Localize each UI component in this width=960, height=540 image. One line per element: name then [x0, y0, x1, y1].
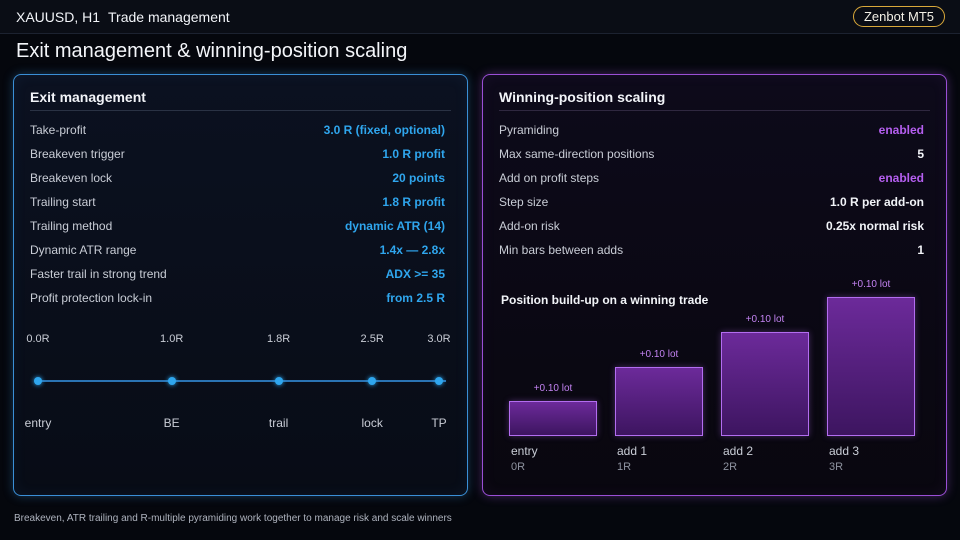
exit-management-panel: Exit management Take-profit 3.0 R (fixed…	[13, 74, 468, 496]
bar-category-label: add 1	[617, 444, 648, 458]
exit-row: Breakeven lock 20 points	[30, 171, 445, 189]
bar-r-label: 2R	[723, 461, 738, 473]
position-bar	[509, 401, 597, 436]
bar-r-label: 3R	[829, 461, 844, 473]
scale-row-label: Min bars between adds	[499, 243, 624, 257]
exit-row-label: Trailing method	[30, 219, 113, 233]
bar-r-label: 0R	[511, 461, 526, 473]
scale-row-value: 1.0 R per add-on	[829, 195, 924, 209]
scale-row-label: Step size	[499, 195, 549, 209]
brand-badge: Zenbot MT5	[853, 6, 945, 27]
scale-row: Add on profit steps enabled	[499, 171, 924, 189]
timeline-point	[368, 377, 377, 385]
scale-row-value: enabled	[878, 171, 924, 185]
scale-row: Min bars between adds 1	[499, 243, 924, 261]
timeline-r-label: 1.8R	[266, 333, 291, 345]
bar-category-label: add 2	[723, 444, 754, 458]
exit-row-value: 1.8 R profit	[382, 195, 445, 209]
chart-title: Position build-up on a winning trade	[501, 293, 709, 307]
bar-category-label: entry	[511, 444, 538, 458]
exit-row-value: from 2.5 R	[386, 291, 445, 305]
exit-row-label: Breakeven trigger	[30, 147, 125, 161]
timeline-stage-label: entry	[24, 416, 52, 430]
exit-row-value: 20 points	[392, 171, 445, 185]
bar-data-label: +0.10 lot	[851, 279, 891, 290]
exit-panel-title: Exit management	[30, 89, 146, 105]
scale-row: Pyramiding enabled	[499, 123, 924, 141]
scale-row-label: Add on profit steps	[499, 171, 600, 185]
position-bar	[615, 366, 703, 436]
exit-row-label: Trailing start	[30, 195, 96, 209]
timeline-r-label: 1.0R	[160, 333, 184, 345]
timeline-stage-label: lock	[361, 416, 383, 430]
exit-row-label: Breakeven lock	[30, 171, 113, 185]
bar-r-label: 1R	[617, 461, 632, 473]
exit-row-value: 3.0 R (fixed, optional)	[323, 123, 445, 137]
exit-row: Dynamic ATR range 1.4x — 2.8x	[30, 243, 445, 261]
timeline-r-label: 2.5R	[360, 333, 384, 345]
bar-data-label: +0.10 lot	[639, 348, 679, 360]
footer-note: Breakeven, ATR trailing and R-multiple p…	[14, 513, 452, 524]
exit-row: Breakeven trigger 1.0 R profit	[30, 147, 445, 165]
exit-row-value: dynamic ATR (14)	[344, 219, 445, 233]
exit-row: Trailing method dynamic ATR (14)	[30, 219, 445, 237]
exit-row: Profit protection lock-in from 2.5 R	[30, 291, 445, 309]
bar-data-label: +0.10 lot	[745, 313, 785, 325]
timeline-point	[274, 377, 283, 385]
exit-row-label: Faster trail in strong trend	[30, 267, 167, 281]
bar-data-label: +0.10 lot	[533, 383, 573, 395]
exit-row-value: ADX >= 35	[385, 267, 445, 281]
top-bar: XAUUSD, H1 Trade management Zenbot MT5	[0, 0, 960, 34]
scale-row: Max same-direction positions 5	[499, 147, 924, 165]
timeline-r-label: 0.0R	[26, 333, 50, 345]
section-label: Trade management	[108, 9, 230, 25]
scale-row-label: Pyramiding	[499, 123, 560, 137]
timeline-point	[34, 377, 42, 385]
timeline-point	[435, 377, 443, 385]
divider	[499, 110, 930, 111]
exit-row-value: 1.4x — 2.8x	[379, 243, 445, 257]
scale-row-value: 5	[917, 147, 924, 161]
r-timeline-line	[38, 380, 446, 382]
exit-row-label: Dynamic ATR range	[30, 243, 137, 257]
timeline-r-label: 3.0R	[427, 333, 451, 345]
exit-row: Take-profit 3.0 R (fixed, optional)	[30, 123, 445, 141]
scale-row-value: enabled	[878, 123, 924, 137]
scale-row-label: Max same-direction positions	[499, 147, 655, 161]
divider	[30, 110, 451, 111]
exit-row-label: Profit protection lock-in	[30, 291, 153, 305]
scale-row-value: 0.25x normal risk	[825, 219, 924, 233]
scale-row: Add-on risk 0.25x normal risk	[499, 219, 924, 237]
exit-row-label: Take-profit	[30, 123, 87, 137]
position-bar	[827, 297, 915, 436]
timeline-stage-label: BE	[163, 416, 180, 430]
exit-row: Faster trail in strong trend ADX >= 35	[30, 267, 445, 285]
scale-row: Step size 1.0 R per add-on	[499, 195, 924, 213]
timeline-stage-label: TP	[431, 416, 447, 430]
scale-panel-title: Winning-position scaling	[499, 89, 666, 105]
exit-row-value: 1.0 R profit	[382, 147, 445, 161]
bar-category-label: add 3	[829, 444, 860, 458]
position-bar	[721, 331, 809, 436]
winning-position-scaling-panel: Winning-position scaling Pyramiding enab…	[482, 74, 947, 496]
scale-row-value: 1	[917, 243, 924, 257]
page-title: Exit management & winning-position scali…	[16, 40, 408, 62]
timeline-stage-label: trail	[268, 416, 289, 430]
symbol-label: XAUUSD, H1	[16, 9, 101, 25]
exit-row: Trailing start 1.8 R profit	[30, 195, 445, 213]
timeline-point	[167, 377, 176, 385]
scale-row-label: Add-on risk	[499, 219, 560, 233]
